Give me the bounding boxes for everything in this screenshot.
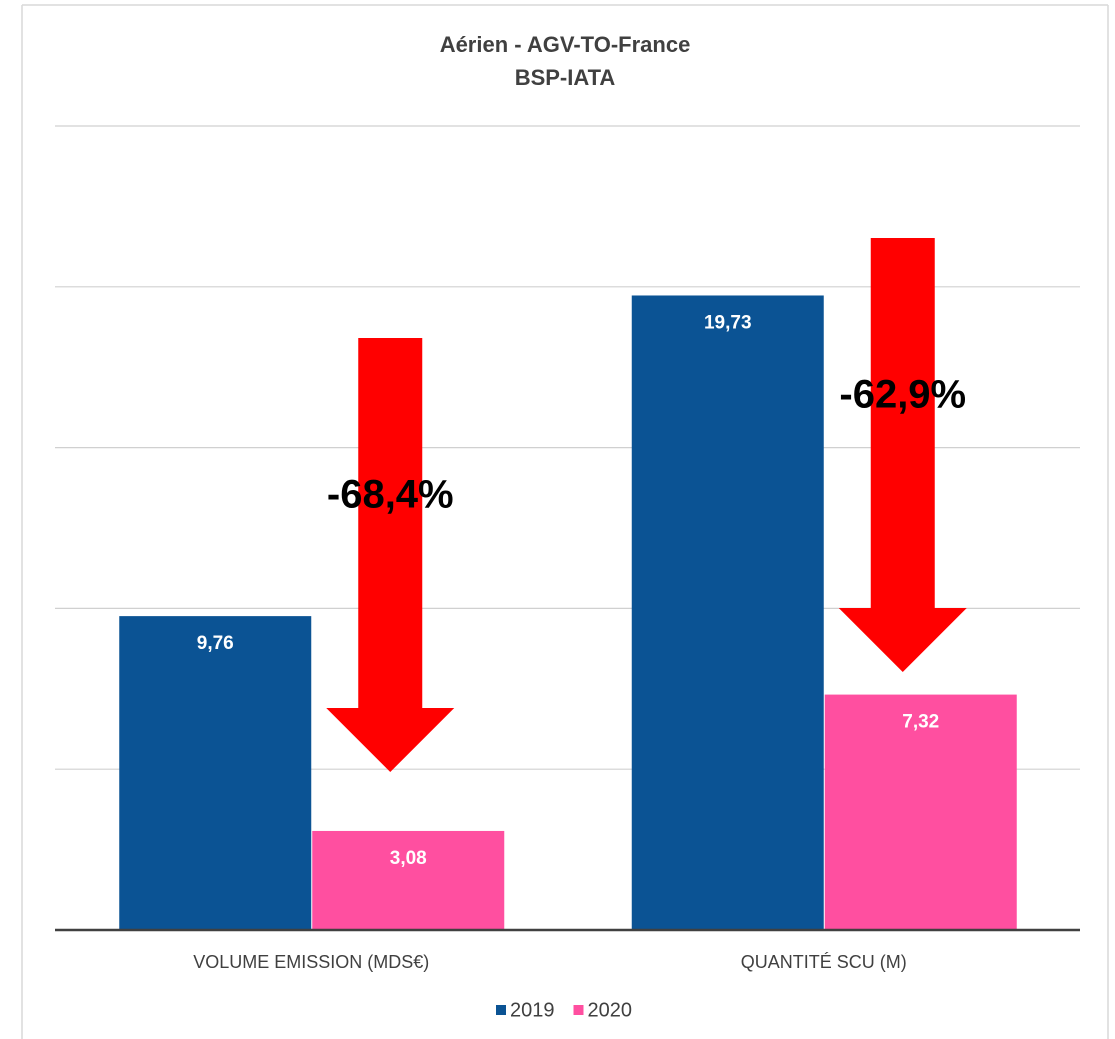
bar — [119, 616, 312, 930]
arrow — [326, 338, 455, 772]
annotation: -62,9% — [839, 373, 966, 417]
data-label: 19,73 — [704, 312, 752, 333]
annotation: -68,4% — [327, 473, 454, 517]
chart-border — [21, 4, 1109, 1039]
legend-label: 2019 — [510, 999, 555, 1021]
legend-label: 2020 — [588, 999, 633, 1021]
data-label: 3,08 — [390, 848, 427, 869]
data-label: 9,76 — [197, 633, 234, 654]
arrow — [838, 238, 967, 672]
chart-title: Aérien - AGV-TO-France — [440, 32, 691, 57]
chart-subtitle: BSP-IATA — [515, 65, 616, 90]
bar — [824, 694, 1017, 930]
legend-swatch — [496, 1005, 506, 1015]
data-label: 7,32 — [902, 712, 939, 733]
bar — [312, 830, 505, 930]
bar — [631, 295, 824, 931]
legend-swatch — [573, 1005, 584, 1015]
x-tick-label: QUANTITÉ SCU (M) — [741, 952, 907, 972]
x-tick-label: VOLUME EMISSION (MDS€) — [193, 952, 429, 972]
